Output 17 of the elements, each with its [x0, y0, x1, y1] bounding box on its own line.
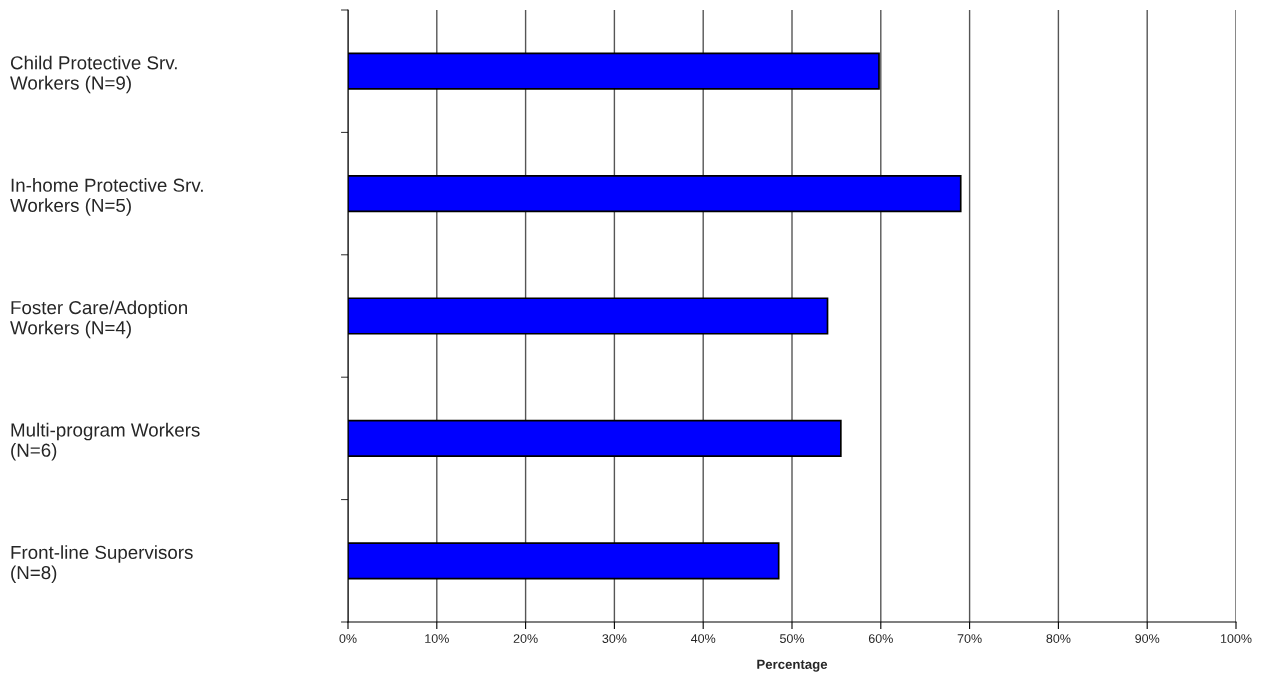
x-tick-label: 10%	[425, 634, 449, 643]
x-tick-label: 80%	[1046, 634, 1071, 643]
x-tick-label: 70%	[957, 634, 982, 643]
x-tick-label: 100%	[1220, 634, 1252, 643]
y-tick-label: Multi-program Workers (N=6)	[11, 422, 200, 461]
x-axis-title: Percentage	[757, 659, 828, 672]
x-tick-label: 50%	[779, 634, 805, 643]
y-tick-label: Foster Care/Adoption Workers (N=4)	[10, 300, 187, 339]
y-tick-label: Front-line Supervisors (N=8)	[11, 545, 193, 583]
x-tick-label: 90%	[1135, 634, 1160, 643]
y-tick-label: Child Protective Srv. Workers (N=9)	[10, 55, 177, 94]
x-tick-label: 20%	[513, 634, 538, 643]
x-tick-label: 30%	[602, 634, 627, 643]
x-tick-label: 60%	[868, 634, 893, 643]
x-tick-label: 0%	[339, 634, 357, 643]
y-tick-label: In-home Protective Srv. Workers (N=5)	[10, 178, 203, 216]
x-tick-label: 40%	[690, 634, 716, 643]
